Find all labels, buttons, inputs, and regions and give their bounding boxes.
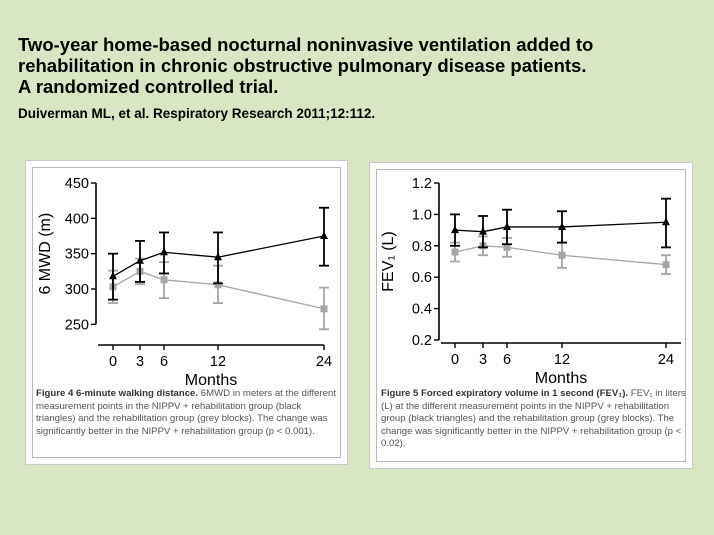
y-axis-title: FEV₁ (L) [380,231,397,292]
figure-4-caption-label: Figure 4 6-minute walking distance. [36,388,199,399]
figure-4-panel: 250 300 350 400 450 0 3 6 12 24 Months 6 MWD (m) Fi… [25,160,348,465]
data-point-square [160,276,168,284]
data-point-triangle [320,231,328,239]
y-tick-label: 450 [65,176,89,192]
data-point-triangle [479,227,487,235]
title-line: A randomized controlled trial. [18,76,279,97]
title-line: Two-year home-based nocturnal noninvasiv… [18,34,594,55]
x-tick-label: 3 [479,352,487,368]
y-tick-label: 0.6 [412,270,432,286]
x-tick-label: 6 [503,352,511,368]
data-point-triangle [136,256,144,264]
figure-4-frame [32,167,341,458]
x-tick-label: 3 [136,354,144,370]
x-tick-label: 12 [554,352,570,368]
data-point-triangle [109,271,117,280]
x-tick-label: 12 [210,354,226,370]
y-tick-label: 250 [65,317,89,333]
data-point-square [451,248,459,256]
x-tick-label: 0 [451,352,459,368]
figure-5-caption-text: FEV₁ in liters (L) at the different meas… [381,388,686,450]
y-tick-label: 0.4 [412,302,432,318]
y-tick-label: 1.0 [412,207,432,223]
x-tick-label: 24 [658,352,674,368]
figure-4-caption: Figure 4 6-minute walking distance. 6MWD… [36,388,341,438]
data-point-square [503,243,511,251]
title-line: rehabilitation in chronic obstructive pu… [18,55,587,76]
chart-6mwd: 250 300 350 400 450 0 3 6 12 24 Months 6 MWD (m) [37,176,332,389]
x-tick-label: 0 [109,354,117,370]
y-tick-label: 1.2 [412,176,432,192]
citation: Duiverman ML, et al. Respiratory Researc… [18,106,376,121]
y-axis-title: 6 MWD (m) [37,213,54,295]
figure-5-frame [376,169,686,462]
slide-title: Two-year home-based nocturnal noninvasiv… [18,34,698,97]
x-tick-label: 6 [160,354,168,370]
data-point-triangle [160,247,168,256]
data-point-triangle [558,222,566,230]
y-tick-label: 300 [65,282,89,298]
x-axis-title: Months [535,370,587,387]
x-axis-title: Months [185,372,237,389]
data-point-square [662,261,670,269]
y-tick-label: 0.8 [412,239,432,255]
figure-4-caption-text: 6MWD in meters at the different measurem… [36,388,336,437]
data-point-square [320,305,328,313]
figure-5-panel: 0.2 0.4 0.6 0.8 1.0 1.2 0 3 6 12 24 Months FEV₁ (L) … [369,162,693,469]
data-point-square [214,281,222,289]
data-point-square [558,251,566,259]
y-tick-label: 350 [65,247,89,263]
chart-fev1: 0.2 0.4 0.6 0.8 1.0 1.2 0 3 6 12 24 Months FEV₁ (L) [380,176,681,387]
y-tick-label: 400 [65,211,89,227]
figure-5-caption-label: Figure 5 Forced expiratory volume in 1 s… [381,388,629,399]
data-point-triangle [503,222,511,230]
x-tick-label: 24 [316,354,332,370]
data-point-triangle [214,252,222,261]
data-point-triangle [451,225,459,234]
data-point-triangle [662,217,670,226]
y-tick-label: 0.2 [412,333,432,349]
figure-5-caption: Figure 5 Forced expiratory volume in 1 s… [381,388,687,451]
